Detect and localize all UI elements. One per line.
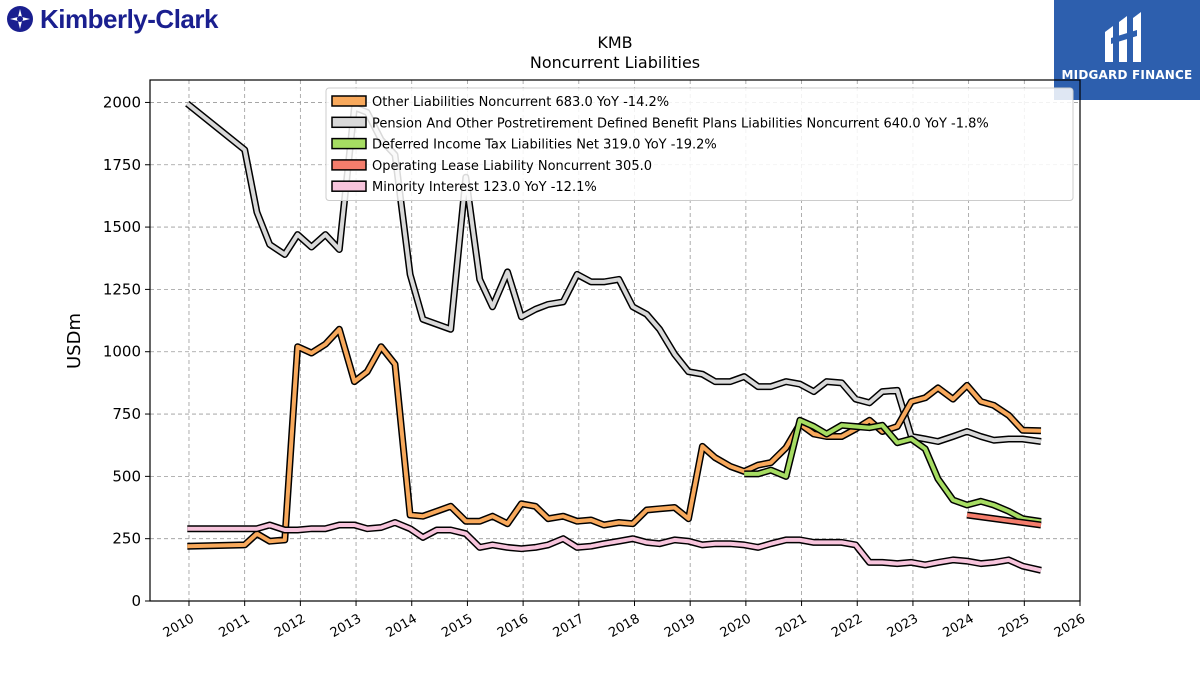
y-tick-label: 750 [112, 405, 141, 423]
x-tick-label: 2026 [1052, 611, 1088, 641]
midgard-finance-watermark: MIDGARD FINANCE [1054, 0, 1200, 100]
midgard-m-icon [1105, 12, 1141, 62]
x-tick-label: 2025 [996, 611, 1032, 641]
legend-label: Minority Interest 123.0 YoY -12.1% [372, 180, 597, 195]
plot-frame [149, 79, 1081, 602]
company-logo-text: Kimberly-Clark [40, 3, 218, 34]
kimberly-clark-logo: Kimberly-Clark [6, 4, 218, 34]
x-tick-label: 2012 [272, 611, 308, 641]
x-axis: 2010 2011 2012 2013 2014 2015 2016 2017 2018 2019… [161, 601, 1088, 641]
x-tick-label: 2014 [384, 611, 420, 641]
legend-swatch [331, 95, 367, 107]
x-tick-label: 2017 [551, 611, 587, 641]
x-tick-label: 2019 [662, 611, 698, 641]
y-tick-label: 1000 [103, 343, 141, 361]
x-tick-label: 2011 [217, 611, 253, 641]
watermark-text: MIDGARD FINANCE [1061, 68, 1193, 82]
legend-label: Other Liabilities Noncurrent 683.0 YoY -… [372, 95, 669, 110]
y-tick-label: 2000 [103, 93, 141, 111]
series-1 [187, 325, 1042, 550]
legend-label: Pension And Other Postretirement Defined… [372, 116, 989, 131]
x-tick-label: 2023 [885, 611, 921, 641]
chart-title: KMB [597, 33, 632, 52]
legend-swatch [331, 180, 367, 192]
series-3 [966, 511, 1042, 529]
series-line [187, 520, 1042, 573]
x-tick-label: 2022 [829, 611, 865, 641]
legend-label: Operating Lease Liability Noncurrent 305… [372, 159, 652, 174]
x-tick-label: 2015 [439, 611, 475, 641]
series-line [744, 418, 1042, 524]
x-tick-label: 2010 [161, 611, 197, 641]
x-tick-label: 2021 [773, 611, 809, 641]
x-tick-label: 2018 [606, 611, 642, 641]
x-tick-label: 2020 [718, 611, 754, 641]
y-tick-label: 1250 [103, 280, 141, 298]
y-tick-label: 0 [131, 592, 141, 610]
legend-swatch [331, 159, 367, 171]
y-tick-label: 250 [112, 530, 141, 548]
series-line [966, 513, 1042, 527]
chart-subtitle: Noncurrent Liabilities [530, 53, 700, 72]
x-tick-label: 2024 [940, 611, 976, 641]
x-tick-label: 2016 [495, 611, 531, 641]
series-4 [187, 519, 1042, 574]
legend-swatch [331, 137, 367, 150]
legend: Other Liabilities Noncurrent 683.0 YoY -… [325, 87, 1074, 201]
y-tick-label: 1500 [103, 218, 141, 236]
legend-box [325, 87, 1074, 201]
series-2 [744, 416, 1042, 525]
series-layer [185, 100, 1042, 574]
series-line [187, 327, 1042, 549]
y-tick-label: 500 [112, 467, 141, 485]
y-axis: 0 250 500 750 1000 1250 1500 1750 2000 [103, 93, 150, 610]
x-tick-label: 2013 [328, 611, 364, 641]
legend-swatch [331, 116, 367, 129]
legend-label: Deferred Income Tax Liabilities Net 319.… [372, 138, 717, 153]
y-axis-label: USDm [64, 313, 85, 369]
kimberly-clark-mark-icon [7, 6, 33, 32]
y-tick-label: 1750 [103, 156, 141, 174]
